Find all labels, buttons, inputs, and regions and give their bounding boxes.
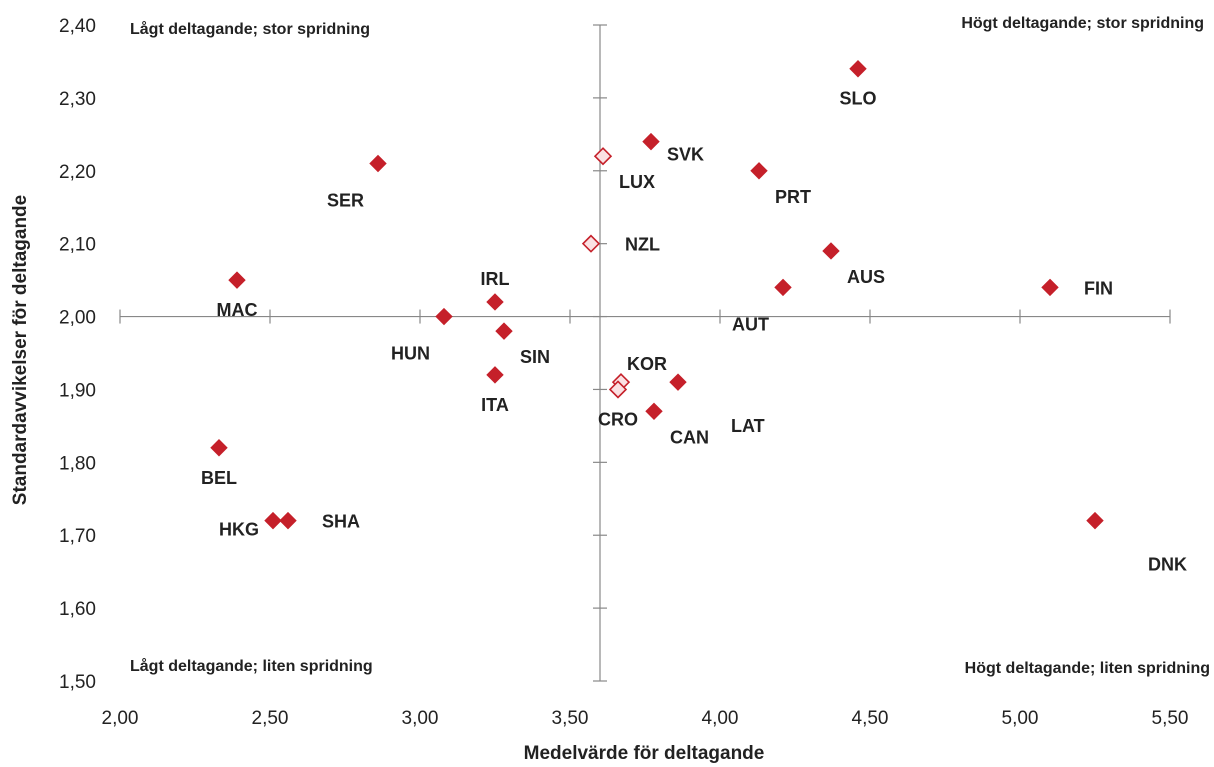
data-point-lat [669,373,687,391]
x-tick-label: 4,00 [702,708,739,729]
data-point-fin [1041,278,1059,297]
data-point-nzl [581,234,601,253]
data-label-ita: ITA [481,395,509,415]
quadrant-label-top-left: Lågt deltagande; stor spridning [130,20,370,38]
x-tick-label: 2,00 [102,708,139,729]
data-label-fin: FIN [1084,278,1113,298]
data-point-hkg [264,511,282,530]
data-label-ser: SER [327,190,364,210]
y-tick-label: 2,00 [59,308,96,329]
y-tick-label: 1,70 [59,526,96,547]
x-tick-labels: 2,00 2,50 3,00 3,50 4,00 4,50 5,00 5,50 [102,708,1189,729]
data-point-ser [369,154,387,173]
data-point-sin [495,322,513,340]
data-label-lat: LAT [731,416,765,436]
data-point-sha [279,511,297,530]
data-point-slo [849,60,867,78]
x-tick-label: 3,50 [552,708,589,729]
y-tick-label: 1,60 [59,599,96,620]
x-tick-label: 5,00 [1002,708,1039,729]
y-axis [593,24,607,682]
data-point-mac [228,271,246,289]
quadrant-label-bottom-right: Högt deltagande; liten spridning [965,660,1210,677]
data-label-hun: HUN [391,344,430,364]
x-tick-label: 4,50 [852,708,889,729]
y-tick-label: 1,80 [59,453,96,474]
data-label-kor: KOR [627,354,667,374]
y-tick-label: 2,20 [59,162,96,183]
data-label-sha: SHA [322,512,360,532]
y-tick-label: 1,50 [59,672,96,693]
data-label-aut: AUT [732,314,769,334]
x-tick-label: 2,50 [252,708,289,729]
y-tick-label: 2,30 [59,89,96,110]
data-point-lux [593,147,613,166]
data-label-can: CAN [670,427,709,447]
x-axis [119,309,1171,324]
data-label-dnk: DNK [1148,555,1187,575]
data-point-aut [774,278,792,297]
data-point-cro [608,380,628,399]
quadrant-label-top-right: Högt deltagande; stor spridning [961,15,1204,32]
y-tick-label: 1,90 [59,380,96,401]
quadrant-label-bottom-left: Lågt deltagande; liten spridning [130,657,373,675]
y-axis-title: Standardavvikelser för deltagande [10,195,31,505]
data-label-bel: BEL [201,468,237,488]
data-label-nzl: NZL [625,235,660,255]
data-point-ita [486,366,504,384]
data-point-dnk [1086,511,1104,530]
data-point-prt [750,162,768,180]
data-label-lux: LUX [619,172,655,192]
y-tick-label: 2,10 [59,235,96,256]
data-point-hun [435,307,453,326]
data-point-aus [822,242,840,260]
x-tick-label: 3,00 [402,708,439,729]
data-label-prt: PRT [775,187,811,207]
data-point-irl [486,293,504,311]
y-tick-labels: 1,50 1,60 1,70 1,80 1,90 2,00 2,10 2,20 2,30 2,40 [59,16,96,693]
y-tick-label: 2,40 [59,16,96,37]
data-label-sin: SIN [520,347,550,367]
data-point-bel [210,439,228,457]
x-axis-title: Medelvärde för deltagande [524,743,765,764]
data-label-svk: SVK [667,145,704,165]
data-label-mac: MAC [217,300,258,320]
data-label-slo: SLO [839,89,876,109]
data-point-svk [642,132,660,151]
data-label-aus: AUS [847,267,885,287]
data-label-hkg: HKG [219,520,259,540]
data-point-labels: SLO SVK LUX PRT SER NZL AUS MAC IRL AUT FIN HUN SIN I… [201,89,1187,575]
data-points [210,60,1104,530]
data-label-cro: CRO [598,409,638,429]
x-tick-label: 5,50 [1152,708,1189,729]
data-point-can [645,402,663,421]
data-label-irl: IRL [481,269,510,289]
